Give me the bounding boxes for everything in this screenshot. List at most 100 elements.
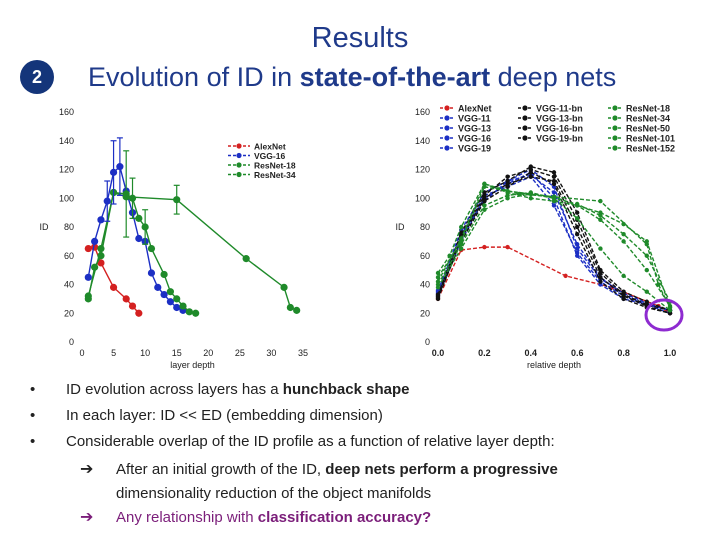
data-point (598, 246, 603, 251)
data-point (563, 273, 568, 279)
data-point (575, 231, 580, 237)
x-tick-label: 0 (79, 348, 84, 358)
data-point (598, 279, 603, 284)
data-point (644, 253, 649, 258)
legend-marker (522, 135, 528, 141)
legend-label: VGG-16 (458, 134, 491, 144)
data-point (644, 239, 649, 244)
y-tick-label: 80 (64, 222, 74, 232)
series-line (87, 191, 297, 312)
legend-label: ResNet-101 (626, 134, 675, 144)
data-point (435, 270, 441, 276)
legend-marker (612, 145, 618, 151)
series-line (87, 165, 184, 312)
data-point (528, 196, 533, 201)
y-tick-label: 140 (415, 136, 430, 146)
data-point (575, 216, 580, 221)
bullet-item: • Considerable overlap of the ID profile … (30, 433, 555, 450)
y-tick-label: 100 (59, 193, 74, 203)
data-point (109, 283, 118, 291)
data-point (135, 309, 143, 317)
legend-label: ResNet-18 (254, 161, 296, 171)
series-line (437, 191, 671, 303)
legend-label: VGG-11-bn (536, 104, 583, 114)
data-point (280, 283, 288, 291)
data-point (135, 234, 143, 243)
data-point (505, 184, 510, 189)
legend-marker (236, 162, 242, 168)
legend-label: AlexNet (254, 142, 286, 152)
data-point (575, 203, 580, 208)
data-point (482, 207, 487, 212)
legend-label: ResNet-34 (626, 114, 670, 124)
legend-marker (522, 105, 528, 111)
data-point (459, 224, 464, 230)
data-point (528, 174, 533, 179)
x-tick-label: 35 (298, 348, 308, 358)
data-point (505, 174, 510, 179)
data-point (551, 181, 557, 187)
sub-point: ➔ Any relationship with classification ac… (30, 506, 710, 530)
data-point (575, 246, 580, 251)
legend-marker (444, 145, 450, 151)
data-point (97, 259, 105, 267)
bullet-item: • In each layer: ID << ED (embedding dime… (30, 407, 383, 424)
data-point (528, 190, 533, 195)
data-point (621, 296, 626, 302)
legend-label: VGG-13-bn (536, 114, 583, 124)
data-point (286, 303, 294, 312)
data-point (459, 242, 464, 247)
arrow-icon: ➔ (80, 461, 94, 478)
data-point (482, 181, 487, 187)
data-point (575, 210, 580, 215)
legend-marker (612, 105, 618, 111)
data-point (84, 244, 92, 253)
data-point (179, 302, 187, 310)
data-point (459, 230, 464, 235)
y-tick-label: 60 (64, 251, 74, 261)
data-point (160, 270, 168, 279)
x-tick-label: 25 (235, 348, 245, 358)
data-point (122, 295, 130, 303)
x-tick-label: 0.0 (432, 348, 445, 358)
y-tick-label: 20 (64, 308, 74, 318)
y-tick-label: 160 (415, 107, 430, 117)
legend-label: VGG-16 (254, 151, 285, 161)
y-tick-label: 0 (69, 337, 74, 347)
x-tick-label: 0.8 (617, 348, 630, 358)
data-point (621, 289, 626, 294)
x-tick-label: 30 (266, 348, 276, 358)
legend-label: VGG-13 (458, 124, 491, 134)
data-point (551, 170, 557, 175)
data-point (482, 244, 487, 250)
data-point (147, 244, 156, 253)
legend-label: AlexNet (458, 104, 492, 114)
x-tick-label: 0.2 (478, 348, 491, 358)
x-tick-label: 0.4 (525, 348, 538, 358)
data-point (147, 269, 156, 277)
data-point (242, 255, 250, 263)
data-point (644, 289, 649, 294)
data-point (644, 299, 649, 304)
y-tick-label: 160 (59, 107, 74, 117)
data-point (644, 267, 649, 273)
series-line (437, 171, 671, 312)
data-point (621, 239, 626, 244)
data-point (551, 190, 557, 195)
y-axis-label: ID (40, 222, 50, 232)
legend-marker (612, 115, 618, 121)
legend-marker (444, 105, 450, 111)
section-number-badge: 2 (20, 60, 54, 94)
data-point (160, 290, 168, 299)
data-point (173, 295, 181, 303)
data-point (482, 198, 487, 204)
data-point (185, 308, 193, 316)
legend-marker (522, 115, 528, 121)
y-axis-label: ID (396, 222, 406, 232)
legend-label: ResNet-50 (626, 124, 670, 134)
legend-label: VGG-16-bn (536, 124, 583, 134)
y-tick-label: 40 (420, 280, 430, 290)
data-point (84, 295, 92, 303)
legend-marker (444, 115, 450, 121)
legend-label: VGG-19 (458, 144, 491, 154)
